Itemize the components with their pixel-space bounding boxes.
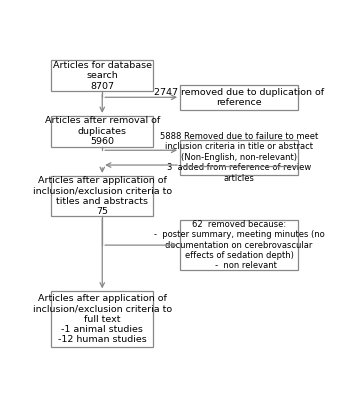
FancyBboxPatch shape bbox=[51, 116, 153, 146]
Text: 5888 Removed due to failure to meet
inclusion criteria in title or abstract
(Non: 5888 Removed due to failure to meet incl… bbox=[160, 132, 318, 183]
FancyBboxPatch shape bbox=[180, 220, 298, 270]
Text: 2747 removed due to duplication of
reference: 2747 removed due to duplication of refer… bbox=[154, 88, 324, 107]
Text: 62  removed because:
-  poster summary, meeting minutes (no
documentation on cer: 62 removed because: - poster summary, me… bbox=[154, 220, 324, 270]
Text: Articles after removal of
duplicates
5960: Articles after removal of duplicates 596… bbox=[45, 116, 160, 146]
FancyBboxPatch shape bbox=[180, 85, 298, 110]
Text: Articles after application of
inclusion/exclusion criteria to
full text
-1 anima: Articles after application of inclusion/… bbox=[33, 294, 172, 344]
FancyBboxPatch shape bbox=[51, 176, 153, 216]
Text: Articles after application of
inclusion/exclusion criteria to
titles and abstrac: Articles after application of inclusion/… bbox=[33, 176, 172, 216]
FancyBboxPatch shape bbox=[51, 60, 153, 91]
FancyBboxPatch shape bbox=[180, 140, 298, 175]
FancyBboxPatch shape bbox=[51, 291, 153, 347]
Text: Articles for database
search
8707: Articles for database search 8707 bbox=[53, 61, 152, 91]
